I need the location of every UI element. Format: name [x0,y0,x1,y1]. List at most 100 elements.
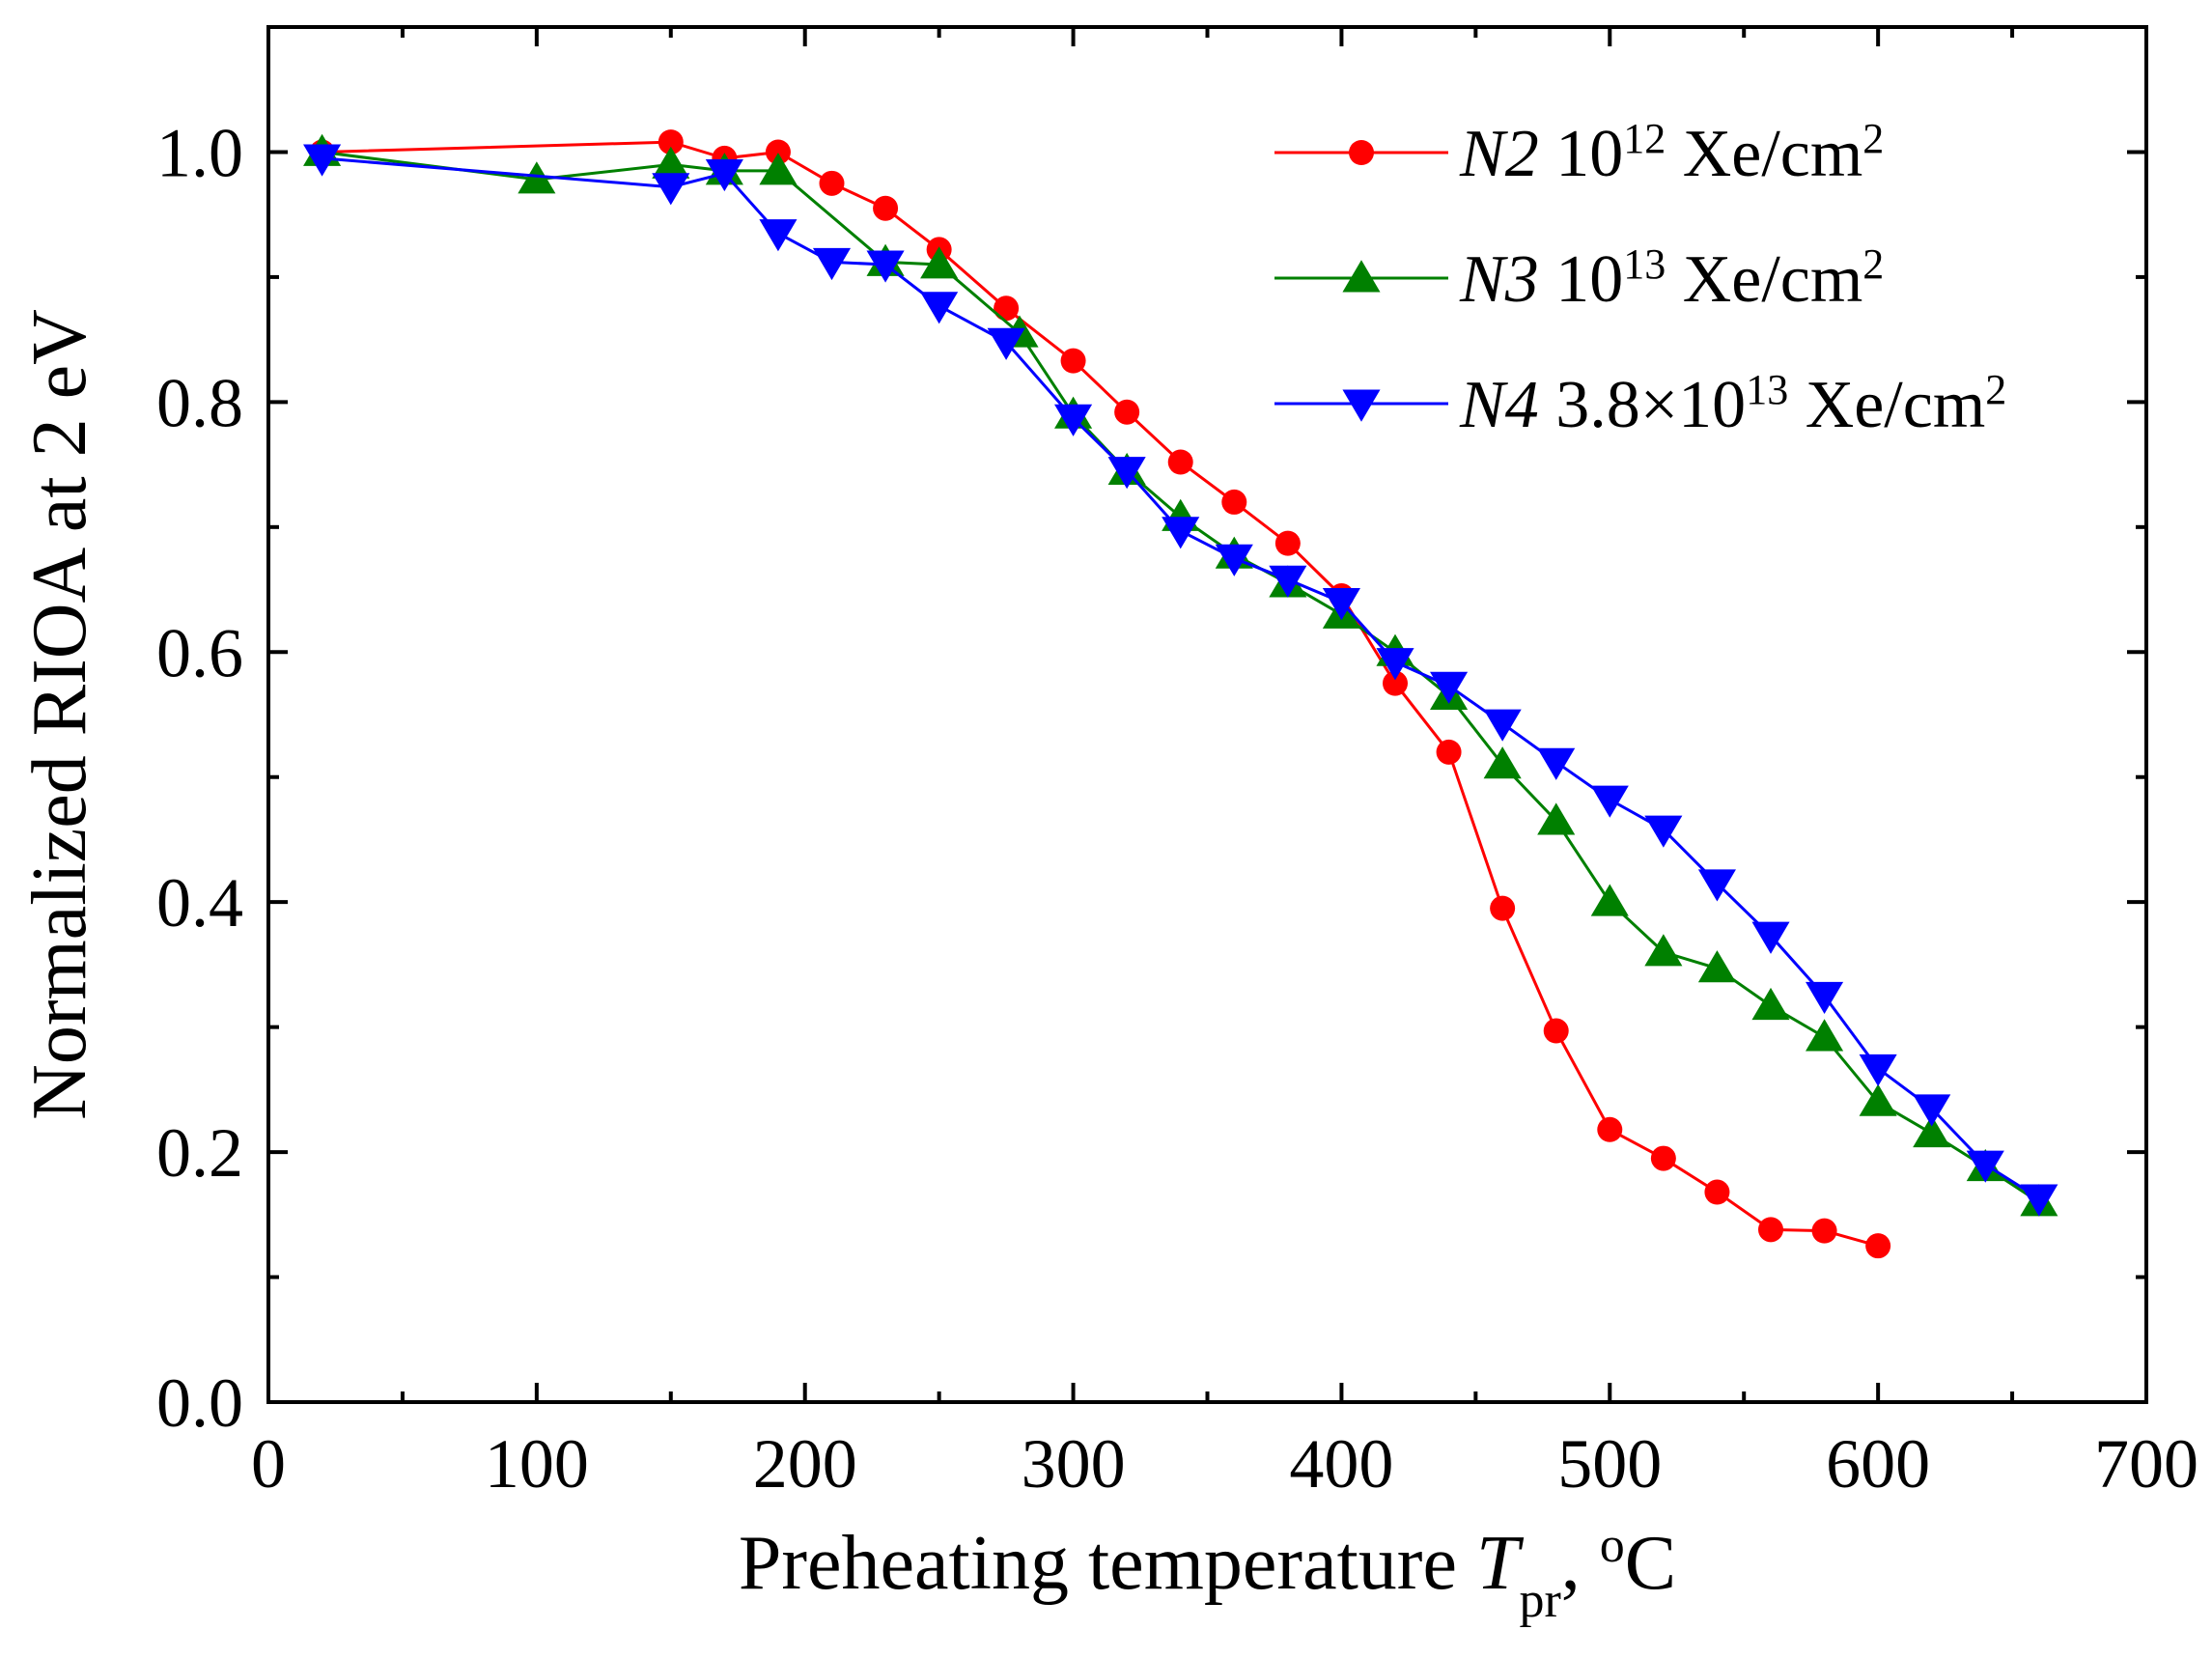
x-axis-title-main: Preheating temperature [739,1521,1476,1606]
x-tick-label: 700 [2094,1425,2198,1503]
x-axis-title-deg: o [1600,1518,1625,1573]
data-point-n2 [1543,1018,1569,1044]
data-point-n4 [1054,404,1093,436]
data-point-n4 [1215,544,1253,576]
data-point-n3 [1697,950,1736,983]
data-point-n2 [1436,739,1462,765]
data-point-n3 [1537,802,1576,835]
data-point-n2 [1865,1233,1891,1259]
data-point-n4 [705,159,743,192]
legend-label-n2: N2 1012 Xe/cm2 [1459,115,1884,192]
y-tick-label: 0.4 [156,864,243,941]
data-point-n3 [759,153,798,185]
data-point-n4 [1644,815,1683,848]
legend-marker-n4 [1342,389,1381,422]
data-point-n2 [1274,530,1301,556]
x-tick-label: 0 [251,1425,286,1503]
data-point-n2 [1060,348,1086,374]
data-point-n4 [759,219,798,252]
legend-entry-n2: N2 1012 Xe/cm2 [1274,115,1884,192]
y-tick-label: 0.8 [156,364,243,441]
data-point-n4 [1430,671,1469,704]
data-point-n4 [1322,588,1360,621]
data-point-n2 [1167,449,1193,475]
data-point-n4 [303,144,342,177]
x-tick-label: 400 [1289,1425,1393,1503]
legend-entry-n3: N3 1013 Xe/cm2 [1274,240,1884,318]
data-point-n4 [1697,869,1736,902]
y-tick-label: 0.6 [156,614,243,691]
data-point-n4 [1966,1150,2004,1183]
data-point-n2 [873,195,899,221]
data-point-n2 [1758,1217,1783,1243]
legend-label-n3: N3 1013 Xe/cm2 [1459,240,1884,318]
x-axis-title-sep: , [1561,1521,1600,1606]
series-n4 [303,144,2058,1217]
data-point-n4 [652,173,690,206]
data-point-n2 [1597,1116,1623,1142]
data-point-n4 [812,247,852,281]
x-tick-label: 200 [753,1425,857,1503]
data-point-n3 [652,146,690,179]
legend: N2 1012 Xe/cm2 N3 1013 Xe/cm2 N4 3.8×101… [1274,115,2006,443]
data-point-n4 [866,250,905,283]
data-point-n3 [1590,884,1629,916]
x-tick-label: 600 [1826,1425,1930,1503]
x-axis-title: Preheating temperature Tpr, oC [739,1518,1676,1628]
legend-symbol [1342,389,1381,422]
legend-entry-n4: N4 3.8×1013 Xe/cm2 [1274,366,2006,443]
y-tick-label: 0.0 [156,1364,243,1442]
data-point-n4 [1590,785,1629,818]
data-point-n2 [658,129,684,155]
data-point-n2 [765,139,791,165]
legend-marker-n3 [1342,260,1381,293]
data-point-n3 [1751,987,1790,1021]
legend-marker-n2 [1349,140,1374,165]
x-tick-label: 100 [485,1425,589,1503]
legend-symbol [1342,260,1381,293]
data-point-n2 [1650,1145,1676,1171]
data-point-n3 [920,246,959,279]
data-point-n4 [987,327,1025,360]
y-tick-label: 0.2 [156,1114,243,1192]
x-axis-title-sub: pr [1519,1573,1560,1628]
data-point-n4 [1376,648,1414,681]
y-tick-label: 1.0 [156,114,243,191]
series-layer [303,129,2058,1259]
data-point-n2 [819,170,845,196]
data-point-n4 [1859,1054,1897,1087]
x-axis-title-unit: C [1625,1521,1676,1606]
data-point-n2 [1490,895,1516,921]
data-point-n3 [1913,1114,1951,1148]
data-point-n4 [1107,457,1146,490]
x-tick-label: 300 [1022,1425,1126,1503]
x-tick-label: 500 [1557,1425,1662,1503]
data-point-n2 [994,295,1020,322]
data-point-n2 [1114,399,1140,425]
data-point-n2 [1704,1179,1730,1205]
data-point-n4 [1751,921,1790,954]
data-point-n2 [1221,489,1247,515]
data-point-n4 [2020,1184,2058,1217]
x-axis-title-var: T [1476,1521,1525,1606]
data-point-n4 [1806,981,1844,1014]
legend-symbol [1349,140,1374,165]
data-point-n4 [1269,565,1307,598]
axis-ticks: 0 100 200 300 400 500 600 700 0.0 0.2 0.4 0.6 0.8 1.0 [156,25,2198,1503]
data-point-n4 [1162,517,1200,549]
data-point-n2 [1811,1218,1837,1244]
data-point-n4 [1537,747,1576,780]
data-point-n4 [1913,1094,1951,1127]
y-axis-title: Normalized RIOA at 2 eV [17,309,102,1120]
data-point-n3 [1806,1019,1844,1052]
data-point-n3 [1644,934,1683,967]
data-point-n4 [920,292,959,324]
data-point-n3 [1483,746,1522,779]
data-point-n4 [1483,709,1522,742]
data-point-n3 [518,161,556,194]
data-point-n2 [1383,670,1408,696]
legend-label-n4: N4 3.8×1013 Xe/cm2 [1459,366,2006,443]
data-point-n3 [1859,1083,1897,1116]
